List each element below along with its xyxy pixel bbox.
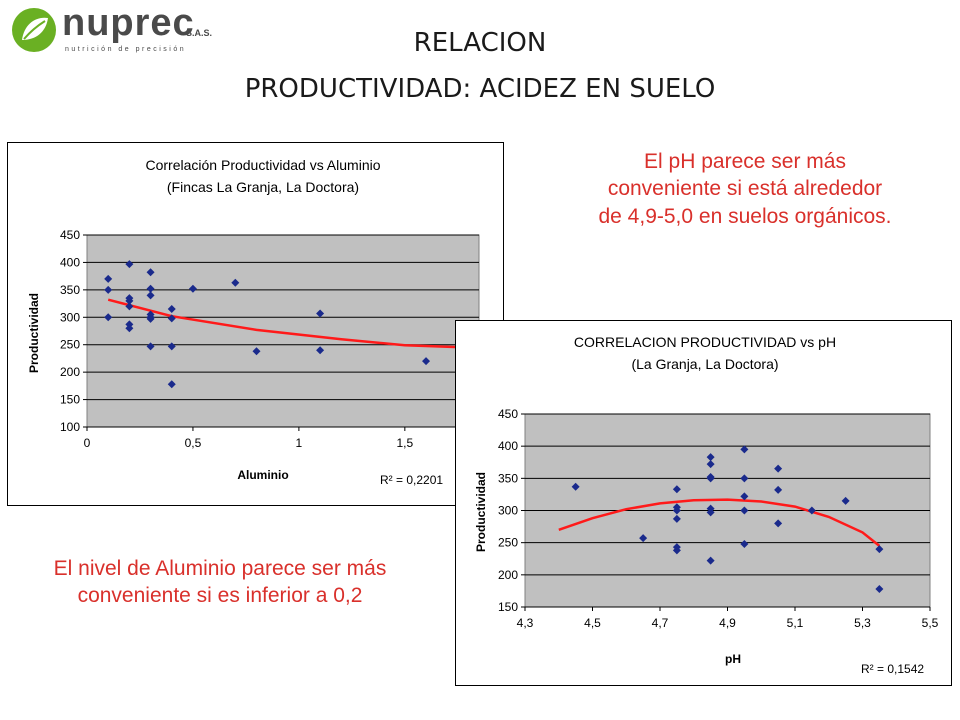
data-point	[672, 546, 681, 555]
x-axis-label: pH	[725, 652, 741, 666]
slide-title-line1: RELACION	[413, 28, 547, 58]
data-point	[146, 342, 155, 351]
data-point	[706, 556, 715, 565]
y-tick-label: 450	[60, 228, 80, 242]
data-point	[167, 342, 176, 351]
data-point	[672, 485, 681, 494]
data-point	[672, 514, 681, 523]
data-point	[252, 347, 261, 356]
chart-title: CORRELACION PRODUCTIVIDAD vs pH	[574, 334, 836, 350]
data-point	[706, 508, 715, 517]
data-point	[807, 506, 816, 515]
y-tick-label: 150	[498, 600, 518, 614]
data-point	[875, 584, 884, 593]
y-tick-label: 300	[60, 310, 80, 324]
y-tick-label: 350	[60, 283, 80, 297]
y-tick-label: 250	[60, 338, 80, 352]
data-point	[125, 302, 134, 311]
data-point	[146, 314, 155, 323]
y-tick-label: 250	[498, 536, 518, 550]
chart-subtitle: (La Granja, La Doctora)	[631, 356, 778, 372]
data-point	[125, 260, 134, 269]
data-point	[774, 464, 783, 473]
data-point	[740, 492, 749, 501]
data-point	[740, 539, 749, 548]
x-tick-label: 1	[296, 436, 303, 450]
data-point	[774, 485, 783, 494]
y-tick-label: 400	[60, 255, 80, 269]
aluminio-note: El nivel de Aluminio parece ser más conv…	[53, 557, 387, 608]
data-point	[316, 309, 325, 318]
data-point	[422, 357, 431, 366]
data-point	[774, 519, 783, 528]
logo-tagline: nutrición de precisión	[65, 46, 187, 53]
data-point	[125, 324, 134, 333]
data-point	[167, 380, 176, 389]
plot-area	[86, 234, 480, 428]
y-axis-label: Productividad	[27, 293, 41, 373]
chart-subtitle: (Fincas La Granja, La Doctora)	[167, 179, 359, 195]
logo-suffix: S.A.S.	[186, 28, 213, 38]
data-point	[167, 314, 176, 323]
data-point	[740, 445, 749, 454]
data-point	[104, 274, 113, 283]
r2-label: R² = 0,2201	[380, 473, 443, 487]
chart-title: Correlación Productividad vs Aluminio	[146, 157, 381, 173]
data-point	[104, 313, 113, 322]
data-point	[706, 460, 715, 469]
data-point	[706, 474, 715, 483]
data-point	[740, 506, 749, 515]
x-tick-label: 0	[84, 436, 91, 450]
x-tick-label: 4,9	[719, 616, 736, 630]
y-tick-label: 450	[498, 407, 518, 421]
data-point	[841, 496, 850, 505]
data-point	[672, 506, 681, 515]
data-point	[639, 534, 648, 543]
data-point	[125, 296, 134, 305]
data-point	[104, 285, 113, 294]
data-point	[740, 474, 749, 483]
data-point	[231, 278, 240, 287]
y-axis-label: Productividad	[474, 472, 488, 552]
trend-line	[558, 498, 881, 547]
aluminio-chart: Correlación Productividad vs Aluminio (F…	[7, 142, 504, 506]
y-tick-label: 150	[60, 393, 80, 407]
r2-label: R² = 0,1542	[861, 662, 924, 676]
x-tick-label: 5,5	[922, 616, 939, 630]
nuprec-logo: nuprec S.A.S. nutrición de precisión	[10, 2, 230, 56]
y-tick-label: 200	[498, 568, 518, 582]
trend-line	[107, 298, 469, 349]
data-point	[188, 284, 197, 293]
logo-wordmark: nuprec	[62, 2, 195, 44]
y-tick-label: 200	[60, 365, 80, 379]
y-tick-label: 400	[498, 439, 518, 453]
x-tick-label: 4,7	[652, 616, 669, 630]
x-tick-label: 4,5	[584, 616, 601, 630]
data-point	[316, 346, 325, 355]
x-tick-label: 5,1	[787, 616, 804, 630]
x-tick-label: 5,3	[854, 616, 871, 630]
slide-title-line2: PRODUCTIVIDAD: ACIDEZ EN SUELO	[244, 74, 716, 104]
data-point	[571, 482, 580, 491]
ph-chart: CORRELACION PRODUCTIVIDAD vs pH (La Gran…	[455, 320, 952, 686]
data-point	[146, 268, 155, 277]
ph-note: El pH parece ser más conveniente si está…	[598, 150, 892, 228]
x-axis-label: Aluminio	[237, 468, 288, 482]
y-tick-label: 100	[60, 420, 80, 434]
data-point	[167, 305, 176, 314]
data-point	[146, 291, 155, 300]
x-tick-label: 1,5	[396, 436, 413, 450]
x-tick-label: 4,3	[517, 616, 534, 630]
x-tick-label: 0,5	[185, 436, 202, 450]
y-tick-label: 350	[498, 471, 518, 485]
data-point	[875, 545, 884, 554]
y-tick-label: 300	[498, 504, 518, 518]
leaf-logo-icon	[12, 8, 56, 52]
data-point	[146, 284, 155, 293]
data-point	[706, 453, 715, 462]
